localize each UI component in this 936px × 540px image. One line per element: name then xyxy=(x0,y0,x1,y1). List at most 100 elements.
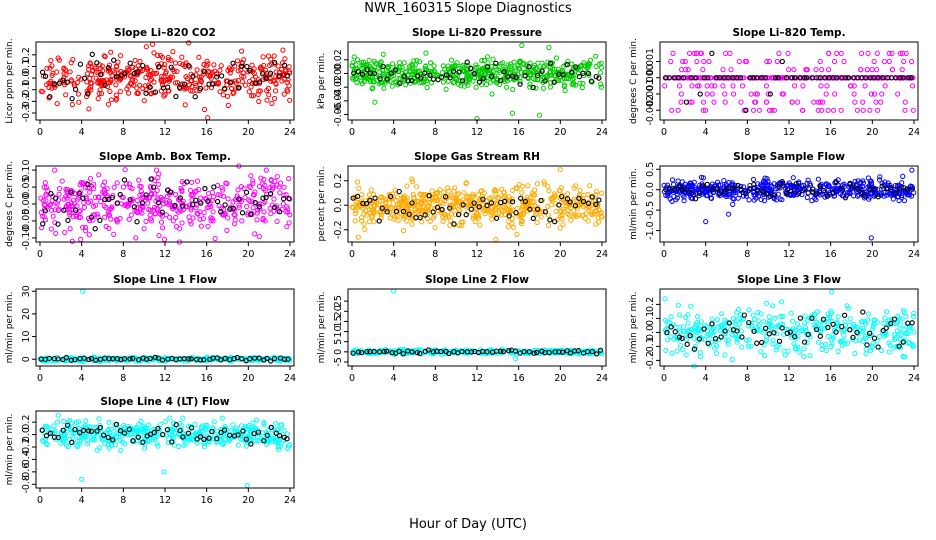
data-point xyxy=(440,79,446,85)
data-point xyxy=(720,83,726,89)
overlay-point xyxy=(459,78,466,84)
data-point xyxy=(267,75,273,82)
data-point xyxy=(180,415,186,421)
overlay-point xyxy=(122,71,128,77)
data-point xyxy=(86,106,92,112)
data-point xyxy=(877,75,883,81)
data-point xyxy=(662,83,668,89)
data-point xyxy=(877,174,883,180)
overlay-point xyxy=(60,77,66,83)
data-point xyxy=(534,181,541,187)
data-point xyxy=(593,192,599,198)
overlay-point xyxy=(684,341,690,347)
overlay-point xyxy=(576,73,583,80)
outlier-point xyxy=(355,234,361,240)
data-point xyxy=(86,232,93,238)
overlay-point xyxy=(830,75,836,81)
data-point xyxy=(429,188,435,194)
y-axis-label: ml/min per min. xyxy=(629,292,639,364)
data-point xyxy=(256,98,262,105)
data-point xyxy=(284,224,290,230)
y-tick-label: -0.04 xyxy=(333,89,344,114)
data-point xyxy=(879,91,885,97)
data-point xyxy=(281,427,287,433)
data-point xyxy=(195,211,201,217)
data-point xyxy=(77,208,83,214)
y-tick-label: 25 xyxy=(333,295,344,307)
data-point xyxy=(414,184,420,190)
overlay-point xyxy=(168,64,174,70)
data-point xyxy=(854,107,861,113)
data-point xyxy=(663,347,669,353)
data-point xyxy=(225,196,231,202)
data-point xyxy=(174,208,180,214)
data-point xyxy=(261,62,267,69)
data-point xyxy=(359,81,365,87)
data-point xyxy=(504,84,510,90)
data-point xyxy=(473,84,479,90)
data-point xyxy=(764,58,770,65)
data-point xyxy=(713,350,720,356)
data-point xyxy=(369,74,375,80)
data-point xyxy=(132,78,138,84)
data-point xyxy=(217,192,223,198)
data-point xyxy=(155,181,161,187)
y-axis-label: ml/min per min. xyxy=(629,168,639,240)
data-points xyxy=(349,167,605,243)
data-point xyxy=(891,332,897,338)
overlay-point xyxy=(772,75,779,81)
data-point xyxy=(835,348,841,355)
overlay-point xyxy=(526,64,532,70)
data-point xyxy=(171,68,177,75)
data-point xyxy=(104,186,110,192)
data-point xyxy=(753,91,759,97)
data-point xyxy=(230,422,236,428)
data-point xyxy=(54,101,60,107)
data-point xyxy=(173,214,179,221)
data-point xyxy=(547,84,554,90)
overlay-point xyxy=(105,64,112,71)
data-point xyxy=(160,225,166,231)
overlay-point xyxy=(738,75,744,81)
overlay-point xyxy=(530,84,536,91)
data-point xyxy=(117,215,123,221)
overlay-point xyxy=(263,194,269,201)
data-point xyxy=(145,200,151,206)
x-tick-label: 8 xyxy=(120,127,126,138)
data-points xyxy=(662,50,916,113)
data-point xyxy=(106,419,112,425)
data-point xyxy=(682,58,688,65)
data-point xyxy=(106,225,112,231)
data-point xyxy=(89,80,95,86)
overlay-point xyxy=(150,184,157,190)
data-point xyxy=(738,328,744,334)
data-point xyxy=(507,208,513,214)
overlay-point xyxy=(392,67,399,73)
data-point xyxy=(250,93,256,99)
data-point xyxy=(264,97,270,103)
data-point xyxy=(287,97,293,103)
data-point xyxy=(95,96,101,102)
data-point xyxy=(791,67,797,73)
data-point xyxy=(890,196,896,202)
data-point xyxy=(108,49,114,55)
data-point xyxy=(501,66,507,73)
overlay-point xyxy=(683,99,690,105)
data-point xyxy=(378,64,384,70)
data-point xyxy=(886,58,892,65)
data-point xyxy=(231,90,237,96)
overlay-points xyxy=(663,50,914,113)
overlay-point xyxy=(42,208,48,214)
data-point xyxy=(91,203,97,209)
data-point xyxy=(589,79,595,85)
overlay-point xyxy=(193,197,199,203)
data-point xyxy=(813,67,819,73)
data-point xyxy=(47,65,53,71)
outlier-point xyxy=(829,289,835,295)
data-point xyxy=(396,60,403,66)
y-tick-label: -0.2 xyxy=(21,92,32,111)
overlay-point xyxy=(64,79,70,85)
data-point xyxy=(678,343,684,349)
x-tick-label: 12 xyxy=(783,249,795,260)
data-point xyxy=(66,209,73,216)
